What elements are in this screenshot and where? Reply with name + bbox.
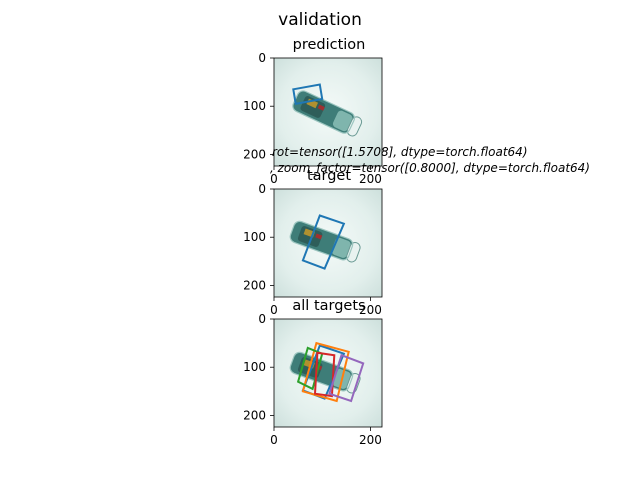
y-tick-label: 100 — [243, 360, 266, 374]
bounding-box — [328, 353, 365, 403]
axes-title: all targets — [292, 298, 365, 314]
bounding-box — [313, 351, 336, 398]
x-tick-label: 0 — [270, 433, 278, 447]
x-tick-label: 0 — [270, 172, 278, 186]
axes-title: target — [307, 168, 351, 184]
y-tick-label: 0 — [258, 312, 266, 326]
bounding-box — [296, 346, 324, 391]
axes-prediction: 0 100 200 0 200 prediction — [243, 37, 383, 186]
bounding-box — [292, 83, 324, 105]
x-tick-label: 200 — [359, 433, 382, 447]
axes-frame — [273, 188, 383, 298]
bounding-box — [301, 344, 346, 400]
x-tick-label: 0 — [270, 303, 278, 317]
y-tick-label: 200 — [243, 408, 266, 422]
axes-frame — [273, 57, 383, 167]
x-tick-label: 200 — [359, 303, 382, 317]
y-tick-label: 200 — [243, 278, 266, 292]
bounding-box — [301, 341, 350, 403]
y-tick-label: 0 — [258, 182, 266, 196]
x-tick-label: 200 — [359, 172, 382, 186]
bounding-box — [301, 214, 346, 270]
annotation-line-1: rot=tensor([1.5708], dtype=torch.float64… — [272, 145, 528, 159]
axes-title: prediction — [293, 37, 366, 53]
figure-title: validation — [278, 10, 362, 30]
annotation-line-2: , zoom_factor=tensor([0.8000], dtype=tor… — [270, 161, 590, 175]
axes-frame — [273, 318, 383, 428]
y-tick-label: 100 — [243, 99, 266, 113]
axes-target: 0 100 200 0 200 target — [243, 168, 383, 317]
y-tick-label: 0 — [258, 51, 266, 65]
y-tick-label: 200 — [243, 147, 266, 161]
y-tick-label: 100 — [243, 230, 266, 244]
